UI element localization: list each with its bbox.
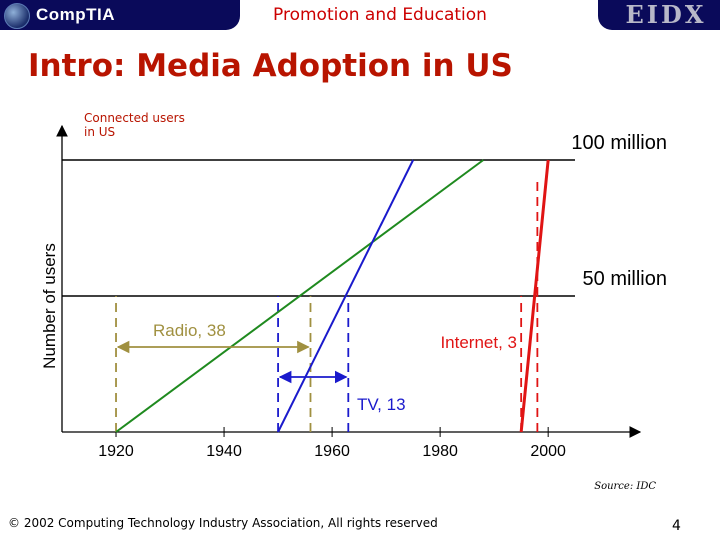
comptia-logo-text: CompTIA [36,5,116,24]
eidx-logo [598,0,720,30]
x-tick-label: 1960 [314,443,350,460]
series-line-radio [115,159,484,433]
eidx-logo-text: EIDX [625,0,707,29]
comptia-logo: CompTIA [0,0,240,30]
internet-duration-label: Internet, 3 [440,333,517,352]
series-line-tv [277,159,415,433]
x-tick-label: 1940 [206,443,242,460]
copyright-notice: © 2002 Computing Technology Industry Ass… [8,516,438,530]
globe-icon [4,3,30,29]
y-caption-line: Connected users [84,111,185,125]
y-axis-label: Number of users [40,243,59,369]
reference-line-label: 100 million [571,132,667,154]
source-note: Source: IDC [594,481,656,492]
page-number: 4 [672,518,681,534]
header-bar: CompTIA Promotion and Education EIDX [0,0,720,30]
x-tick-label: 1920 [98,443,134,460]
slide-title: Intro: Media Adoption in US [28,48,513,84]
reference-line-label: 50 million [583,268,667,290]
radio-duration-label: Radio, 38 [153,321,226,340]
tv-duration-label: TV, 13 [357,395,406,414]
x-tick-label: 2000 [530,443,566,460]
media-adoption-chart: Connected users in US Number of users 100 … [40,111,667,492]
x-tick-label: 1980 [422,443,458,460]
y-caption-line: in US [84,125,115,139]
series-line-internet [519,159,550,433]
header-title: Promotion and Education [273,5,487,25]
